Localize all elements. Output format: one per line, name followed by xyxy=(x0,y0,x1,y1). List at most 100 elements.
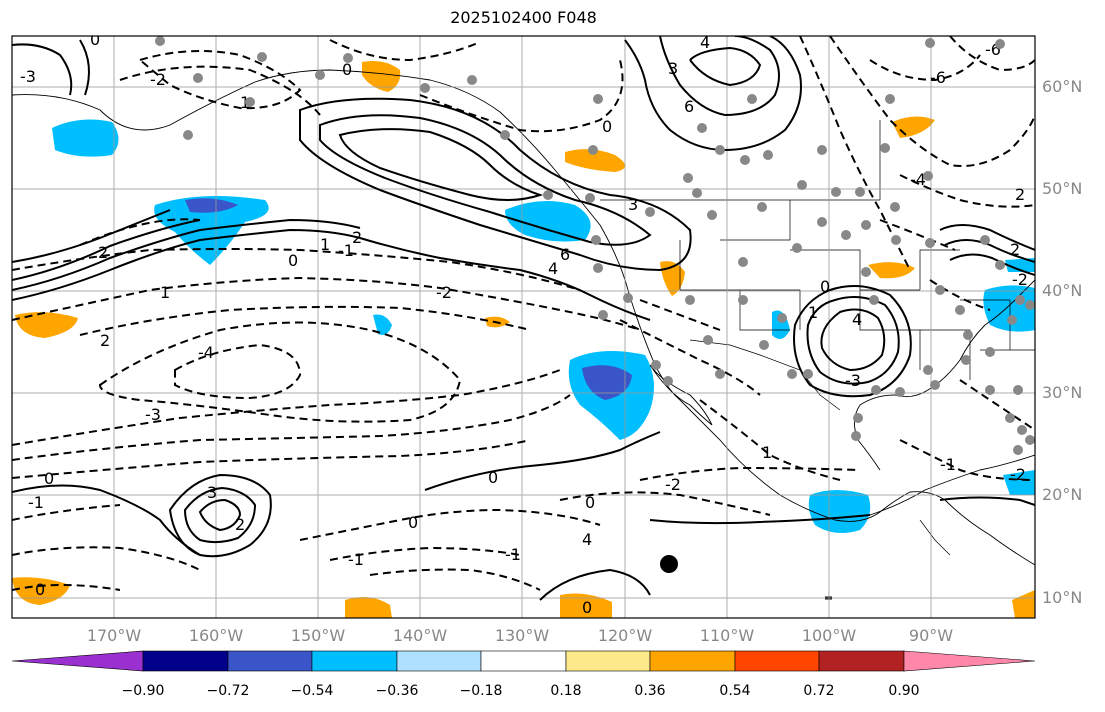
lat-label: 40°N xyxy=(1042,281,1083,300)
colorbar-segment xyxy=(480,650,567,672)
contour-label: 6 xyxy=(684,97,694,116)
station-dots xyxy=(155,36,1035,455)
colorbar-segment xyxy=(142,650,229,672)
shade-darkblue xyxy=(185,198,238,213)
colorbar-segment xyxy=(565,650,651,672)
shade-orange xyxy=(660,261,685,296)
contour-label: -2 xyxy=(150,70,166,89)
contour-label: 4 xyxy=(852,310,862,329)
contour-label: 4 xyxy=(548,259,558,278)
contour-label: 0 xyxy=(288,251,298,270)
shade-orange xyxy=(560,593,612,618)
colorbar-segment xyxy=(396,650,482,672)
contour-label: 2 xyxy=(352,228,362,247)
contour-label: -2 xyxy=(665,475,681,494)
shade-blue xyxy=(1003,470,1035,495)
coastlines xyxy=(12,69,1035,600)
colorbar-segment xyxy=(227,650,313,672)
contour-label: 0 xyxy=(602,117,612,136)
contour-label: -1 xyxy=(940,455,956,474)
contour-label: -1 xyxy=(338,241,354,260)
shade-blue xyxy=(1005,258,1035,272)
lat-label: 10°N xyxy=(1042,588,1083,607)
contour-label: 4 xyxy=(700,33,710,52)
lon-label: 100°W xyxy=(801,626,857,645)
contour-label: -2 xyxy=(1010,465,1026,484)
shade-blue xyxy=(505,201,591,242)
colorbar-tick-label: −0.72 xyxy=(206,683,250,699)
lon-label: 140°W xyxy=(392,626,448,645)
contour-label: 3 xyxy=(668,59,678,78)
contour-label: 2 xyxy=(1010,240,1020,259)
lat-label: 30°N xyxy=(1042,383,1083,402)
contour-label: -1 xyxy=(505,545,521,564)
shade-orange xyxy=(362,61,401,92)
colorbar-tick-label: −0.54 xyxy=(290,683,334,699)
black-marker xyxy=(660,555,678,573)
colorbar-tick-label: −0.90 xyxy=(121,683,165,699)
colorbar-tick-label: −0.18 xyxy=(459,683,503,699)
colorbar xyxy=(11,650,1036,672)
colorbar-tick-label: −0.36 xyxy=(375,683,419,699)
lon-label: 150°W xyxy=(290,626,346,645)
lon-label: 120°W xyxy=(597,626,653,645)
contour-label: -1 xyxy=(28,493,44,512)
map-frame xyxy=(11,35,1036,619)
colorbar-segment xyxy=(818,650,905,672)
contour-label: 2 xyxy=(98,243,108,262)
shade-blue xyxy=(808,490,871,534)
contour-label: -1 xyxy=(348,550,364,569)
contour-label: -6 xyxy=(930,68,946,87)
lat-label: 60°N xyxy=(1042,77,1083,96)
colorbar-extend-high xyxy=(903,650,1036,672)
shade-orange xyxy=(345,596,392,618)
political-borders xyxy=(600,120,1035,556)
colorbar-segment xyxy=(734,650,820,672)
contour-label: 0 xyxy=(582,598,592,617)
colorbar-tick-label: 0.54 xyxy=(719,683,751,699)
lat-label: 20°N xyxy=(1042,485,1083,504)
contour-label: 2 xyxy=(1015,185,1025,204)
contour-label: 1 xyxy=(160,283,170,302)
shade-darkblue xyxy=(582,365,632,400)
colorbar-tick-label: 0.90 xyxy=(888,683,920,699)
colorbar-segment xyxy=(311,650,398,672)
contour-label: -3 xyxy=(145,405,161,424)
colorbar-tick-label: 0.36 xyxy=(634,683,666,699)
contour-label: 4 xyxy=(582,530,592,549)
contour-label: 0 xyxy=(35,580,45,599)
lon-label: 160°W xyxy=(188,626,244,645)
colorbar-segment xyxy=(649,650,736,672)
contour-label: 2 xyxy=(235,515,245,534)
contour-label: 0 xyxy=(90,30,100,49)
contour-label: 0 xyxy=(408,513,418,532)
contour-label: -2 xyxy=(436,283,452,302)
contour-label: 0 xyxy=(585,493,595,512)
contour-label: 0 xyxy=(44,469,54,488)
contour-label: -2 xyxy=(1012,270,1028,289)
shade-blue xyxy=(373,314,392,335)
contour-label: 3 xyxy=(628,195,638,214)
colorbar-extend-low xyxy=(11,650,144,672)
shade-blue xyxy=(154,196,269,265)
shade-orange xyxy=(15,312,78,338)
contour-label: -3 xyxy=(20,67,36,86)
lon-label: 130°W xyxy=(494,626,550,645)
shade-blue xyxy=(52,119,119,157)
shaded-regions xyxy=(12,61,1035,618)
contour-label: 0 xyxy=(342,60,352,79)
contour-label: -4 xyxy=(910,170,926,189)
lon-label: 90°W xyxy=(908,626,954,645)
contour-label: -3 xyxy=(845,371,861,390)
chart-title: 2025102400 F048 xyxy=(450,8,597,27)
solid-contours xyxy=(12,36,1035,601)
contour-label: 0 xyxy=(820,277,830,296)
contour-label: 1 xyxy=(762,443,772,462)
contour-label: 1 xyxy=(808,303,818,322)
lon-label: 170°W xyxy=(86,626,142,645)
shade-orange xyxy=(565,149,625,172)
contour-labels: 2 0 1 -1 2 0 3 4 6 4 0 3 2 1 0 -1 -2 -4 … xyxy=(20,30,1028,617)
colorbar-tick-label: 0.72 xyxy=(803,683,835,699)
lon-label: 110°W xyxy=(699,626,755,645)
